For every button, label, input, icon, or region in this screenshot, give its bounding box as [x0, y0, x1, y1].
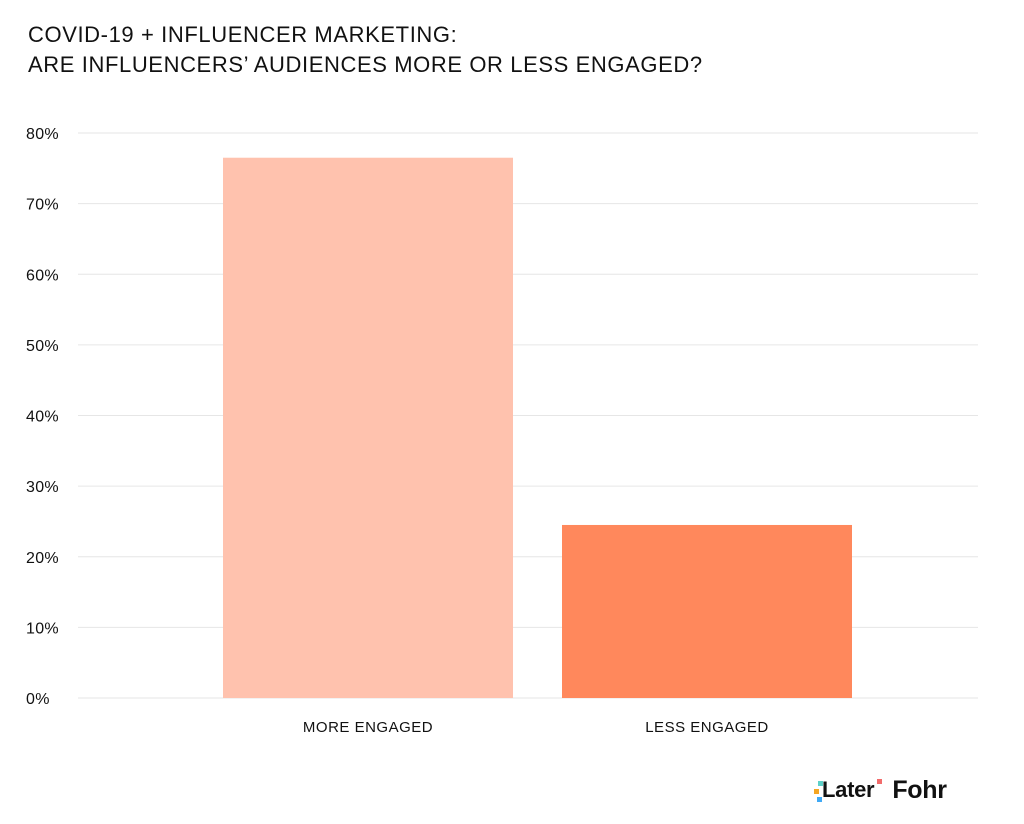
y-tick-label: 60%	[26, 267, 59, 284]
y-tick-label: 10%	[26, 620, 59, 637]
x-axis-tick-labels: MORE ENGAGED LESS ENGAGED	[303, 719, 769, 736]
later-logo-pixel	[818, 781, 823, 786]
y-tick-label: 20%	[26, 550, 59, 567]
later-logo-pixel	[817, 797, 822, 802]
chart-title-line-1: COVID-19 + INFLUENCER MARKETING:	[28, 22, 458, 47]
y-tick-label: 0%	[26, 691, 50, 708]
chart-title-line-2: ARE INFLUENCERS’ AUDIENCES MORE OR LESS …	[28, 52, 703, 77]
y-tick-label: 50%	[26, 338, 59, 355]
y-axis-tick-labels: 0% 10% 20% 30% 40% 50% 60% 70% 80%	[26, 126, 59, 708]
later-logo-text: Later	[822, 777, 875, 802]
y-tick-label: 30%	[26, 479, 59, 496]
later-logo-pixel	[877, 779, 883, 784]
y-tick-label: 40%	[26, 409, 59, 426]
fohr-logo: Fohr	[892, 775, 947, 804]
later-logo-pixel	[814, 789, 819, 794]
x-tick-label: LESS ENGAGED	[645, 719, 769, 736]
y-tick-label: 80%	[26, 126, 59, 143]
bar-less-engaged	[562, 524, 852, 698]
chart-title: COVID-19 + INFLUENCER MARKETING: ARE INF…	[28, 20, 988, 80]
bar-more-engaged	[223, 157, 513, 698]
brand-logos: Later Fohr	[814, 772, 947, 808]
later-logo: Later	[814, 777, 883, 803]
y-tick-label: 70%	[26, 197, 59, 214]
x-tick-label: MORE ENGAGED	[303, 719, 433, 736]
bars	[223, 157, 852, 698]
